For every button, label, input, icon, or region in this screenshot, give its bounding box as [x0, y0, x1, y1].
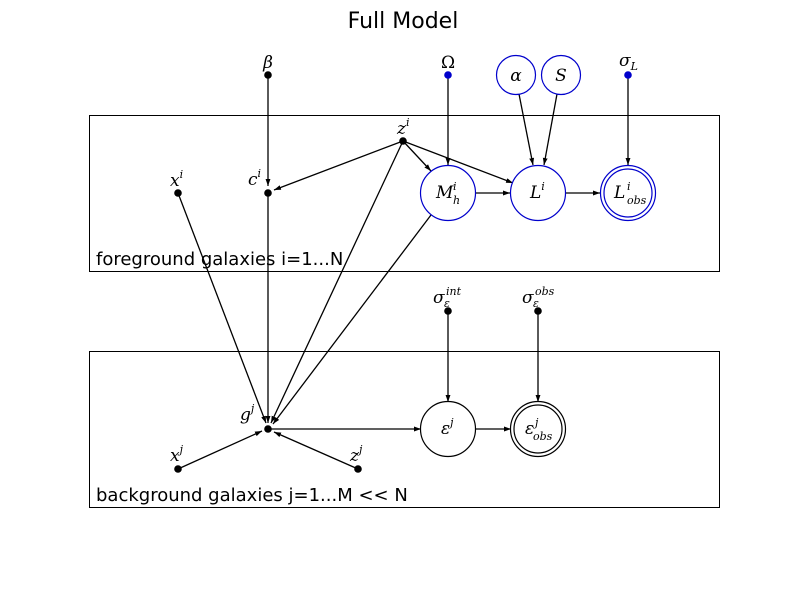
- lobs-node-inner: [603, 168, 653, 218]
- li-label: Li: [529, 180, 545, 203]
- xj-point: [174, 465, 182, 473]
- mh-label-sup: i: [453, 180, 457, 193]
- epsj-label: εj: [441, 416, 454, 439]
- edge-xj-gj: [177, 430, 263, 470]
- point-nodes: [174, 71, 632, 473]
- sigobs-label-sub: ε: [533, 297, 539, 310]
- edge-zi-ci: [273, 140, 404, 191]
- sigmal-point: [624, 71, 632, 79]
- omega-point: [444, 71, 452, 79]
- s-node: [540, 54, 582, 96]
- background-plate-label: background galaxies j=1...M << N: [96, 485, 408, 506]
- diagram-title: Full Model: [348, 9, 459, 34]
- edge-mh-gj: [272, 214, 432, 425]
- edge-zi-gj: [270, 140, 404, 424]
- epsobs-label-sup: j: [532, 416, 539, 429]
- xi-point: [174, 189, 182, 197]
- sigobs-label-sup: obs: [535, 285, 555, 298]
- sigobs-label: σ: [522, 288, 534, 308]
- alpha-label: α: [510, 66, 522, 86]
- ci-label: ci: [248, 167, 261, 190]
- sigint-point: [444, 307, 452, 315]
- beta-point: [264, 71, 272, 79]
- sigobs-point: [534, 307, 542, 315]
- li-node: [509, 164, 567, 222]
- ci-point: [264, 189, 272, 197]
- beta-label: β: [262, 53, 273, 73]
- zj-point: [354, 465, 362, 473]
- zi-label: zi: [396, 116, 410, 139]
- alpha-node: [495, 54, 537, 96]
- sigmal-label: σL: [619, 51, 638, 73]
- lobs-label-sup: i: [627, 180, 631, 193]
- mh-label: M: [435, 183, 454, 203]
- mh-label-sub: h: [453, 194, 460, 207]
- sigint-label-sup: int: [446, 285, 462, 298]
- edge-zi-li: [402, 140, 514, 184]
- edge-zj-gj: [273, 431, 359, 470]
- zi-point: [399, 137, 407, 145]
- circle-nodes: [419, 54, 657, 458]
- gj-point: [264, 425, 272, 433]
- s-label: S: [555, 66, 567, 86]
- edge-zi-mh: [402, 140, 432, 172]
- foreground-plate-label: foreground galaxies i=1...N: [96, 249, 343, 270]
- mh-node: [419, 164, 477, 222]
- foreground-plate: [89, 115, 720, 272]
- zj-label: zj: [349, 443, 363, 466]
- sigint-label-sub: ε: [444, 297, 450, 310]
- epsobs-label-sub: obs: [533, 430, 553, 443]
- background-plate: [89, 351, 720, 508]
- epsj-node: [419, 400, 477, 458]
- xj-label: xj: [170, 443, 184, 466]
- edge-s-li: [542, 93, 558, 166]
- node-labels: β Ω σL α S zi xi ci M i h Li L i obs σ i…: [170, 51, 647, 466]
- lobs-label-sub: obs: [627, 194, 647, 207]
- omega-label: Ω: [441, 53, 455, 73]
- sigint-label: σ: [433, 288, 445, 308]
- edge-xi-gj: [177, 192, 267, 424]
- lobs-label: L: [613, 183, 625, 203]
- epsobs-node-inner: [513, 404, 563, 454]
- xi-label: xi: [170, 168, 183, 191]
- epsobs-label: ε: [525, 419, 534, 439]
- edge-alpha-li: [518, 93, 535, 166]
- edges: [177, 75, 631, 470]
- gj-label: gj: [240, 402, 255, 425]
